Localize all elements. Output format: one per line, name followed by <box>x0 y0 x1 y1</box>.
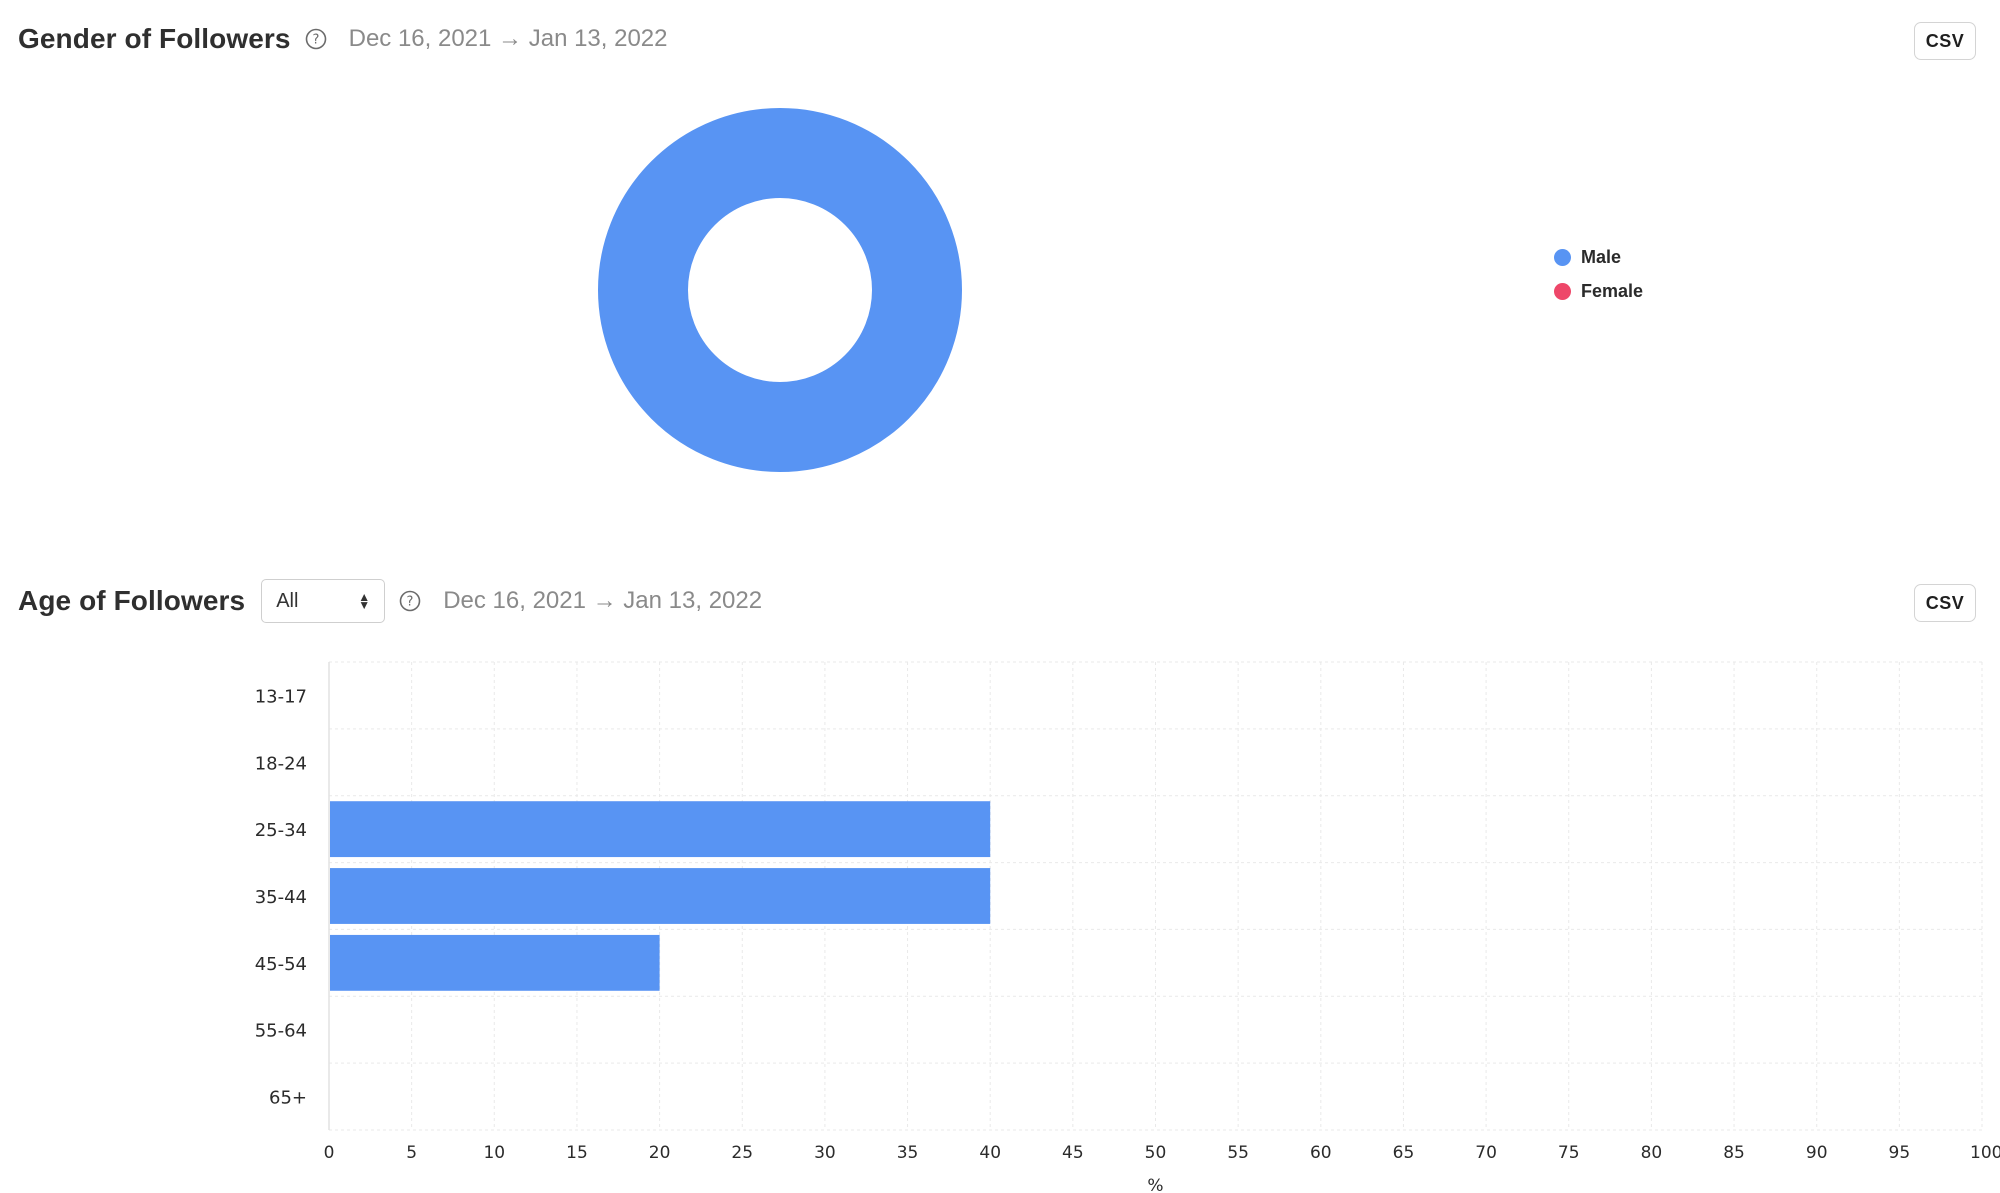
x-tick-label: 65 <box>1393 1143 1415 1163</box>
up-down-chevron-icon: ▲ ▼ <box>358 590 371 612</box>
svg-text:?: ? <box>407 595 414 610</box>
x-tick-label: 15 <box>566 1143 588 1163</box>
x-tick-label: 20 <box>649 1143 671 1163</box>
y-tick-label: 55-64 <box>255 1021 307 1042</box>
y-tick-label: 35-44 <box>255 887 307 908</box>
x-tick-label: 80 <box>1641 1143 1663 1163</box>
x-tick-label: 0 <box>324 1143 335 1163</box>
x-tick-label: 40 <box>979 1143 1001 1163</box>
x-tick-label: 5 <box>406 1143 417 1163</box>
male-legend-label: Male <box>1581 246 1622 267</box>
x-tick-label: 25 <box>731 1143 753 1163</box>
x-axis-label: % <box>1147 1176 1163 1193</box>
donut-slice-male[interactable] <box>598 108 962 472</box>
age-title: Age of Followers <box>18 585 246 616</box>
legend-item-male[interactable]: Male <box>1554 240 1643 274</box>
age-date-range: Dec 16, 2021 → Jan 13, 2022 <box>443 587 763 614</box>
x-tick-label: 10 <box>483 1143 505 1163</box>
question-circle-icon[interactable]: ? <box>399 590 421 612</box>
gender-donut-chart <box>598 108 962 472</box>
gender-csv-button[interactable]: CSV <box>1914 22 1976 60</box>
x-tick-label: 35 <box>897 1143 919 1163</box>
question-circle-icon[interactable]: ? <box>305 28 327 50</box>
female-legend-dot <box>1554 282 1571 300</box>
x-tick-label: 55 <box>1227 1143 1249 1163</box>
gender-title: Gender of Followers <box>18 23 291 54</box>
bar-25-34[interactable] <box>330 801 991 858</box>
y-tick-label: 45-54 <box>255 954 307 975</box>
x-tick-label: 60 <box>1310 1143 1332 1163</box>
age-header: Age of Followers All ▲ ▼ ? Dec 16, 2021 →… <box>18 576 762 626</box>
x-tick-label: 50 <box>1145 1143 1167 1163</box>
gender-header: Gender of Followers ? Dec 16, 2021 → Jan… <box>18 14 668 64</box>
x-tick-label: 30 <box>814 1143 836 1163</box>
y-tick-label: 65+ <box>269 1088 307 1109</box>
y-tick-label: 25-34 <box>255 820 307 841</box>
x-tick-label: 45 <box>1062 1143 1084 1163</box>
age-bar-chart: 13-17 18-24 25-34 35-44 45-54 55-64 65+ 0 5 10 15 2… <box>255 661 2000 1193</box>
female-legend-label: Female <box>1581 280 1644 301</box>
age-filter-select[interactable]: All ▲ ▼ <box>261 579 386 623</box>
x-tick-label: 85 <box>1723 1143 1745 1163</box>
x-tick-label: 75 <box>1558 1143 1580 1163</box>
x-tick-label: 90 <box>1806 1143 1828 1163</box>
male-legend-dot <box>1554 248 1571 266</box>
svg-text:?: ? <box>312 33 319 48</box>
x-tick-label: 100 <box>1970 1143 2000 1163</box>
gender-date-range: Dec 16, 2021 → Jan 13, 2022 <box>348 25 668 52</box>
x-tick-label: 70 <box>1475 1143 1497 1163</box>
bar-45-54[interactable] <box>330 934 660 991</box>
y-tick-label: 13-17 <box>255 686 307 707</box>
y-tick-label: 18-24 <box>255 753 307 774</box>
gender-legend: Male Female <box>1554 240 1643 308</box>
legend-item-female[interactable]: Female <box>1554 274 1643 308</box>
age-csv-button[interactable]: CSV <box>1914 584 1976 622</box>
bar-35-44[interactable] <box>330 868 991 924</box>
x-tick-label: 95 <box>1889 1143 1911 1163</box>
age-filter-value: All <box>276 589 299 612</box>
